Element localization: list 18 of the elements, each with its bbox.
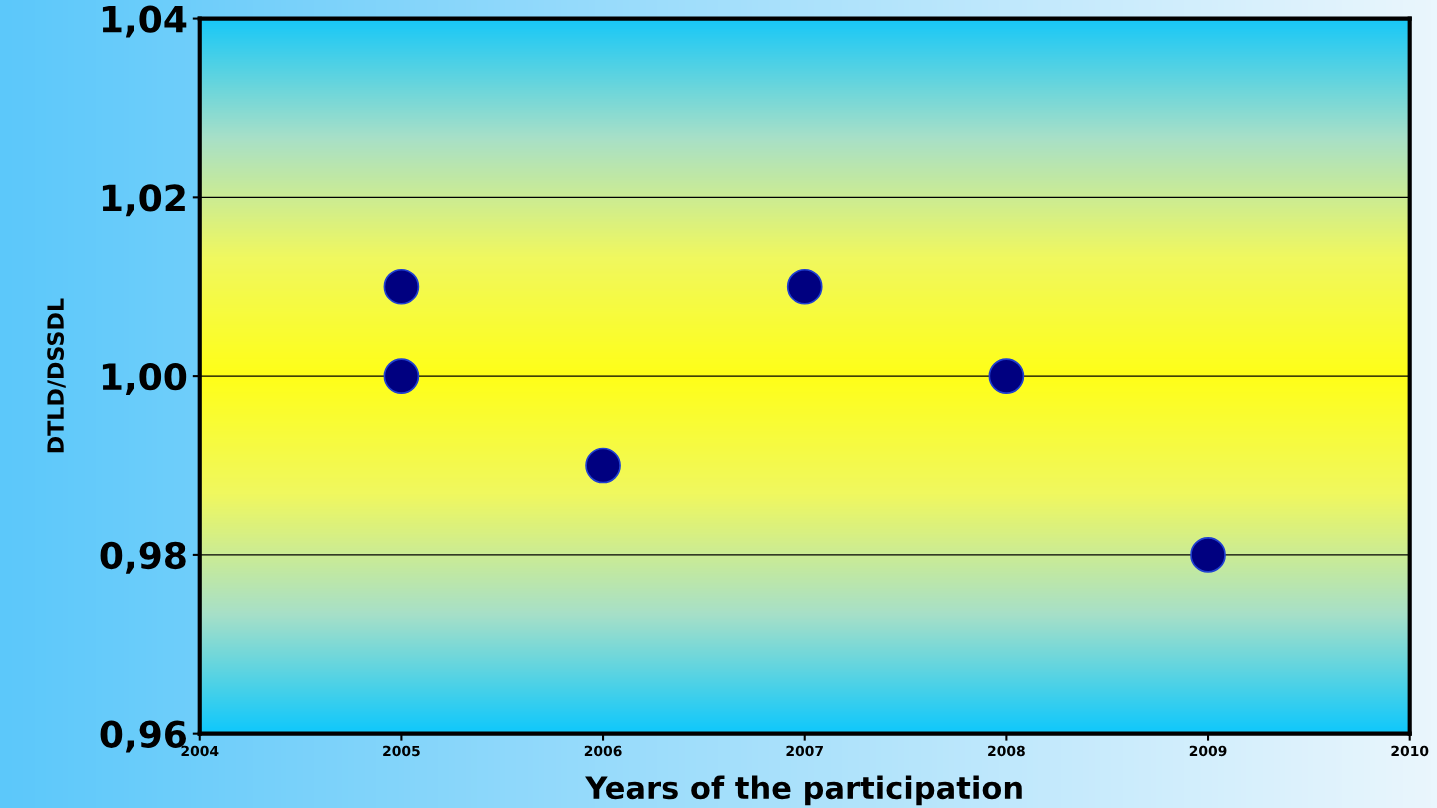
- y-tick-label: 1,00: [102, 363, 187, 395]
- point: [988, 358, 1025, 394]
- x-tick-label: 2007: [786, 745, 823, 757]
- y-tick-label: 1,02: [102, 184, 185, 217]
- x-axis-title: Years of the participation: [585, 775, 1022, 806]
- x-tick-label: 2010: [1391, 745, 1429, 757]
- point: [383, 268, 420, 305]
- x-tick-label: 2005: [383, 745, 420, 757]
- x-tick-label: 2009: [1189, 745, 1227, 757]
- y-tick-label: 1,04: [102, 5, 187, 38]
- x-tick-label: 2006: [584, 745, 622, 757]
- point: [383, 358, 420, 394]
- y-axis-title: DTLD/DSSDL: [47, 298, 66, 453]
- point: [585, 447, 621, 484]
- point: [786, 268, 823, 305]
- point: [1190, 537, 1226, 573]
- y-tick-label: 0,98: [100, 541, 186, 574]
- x-tick-label: 2008: [988, 745, 1025, 757]
